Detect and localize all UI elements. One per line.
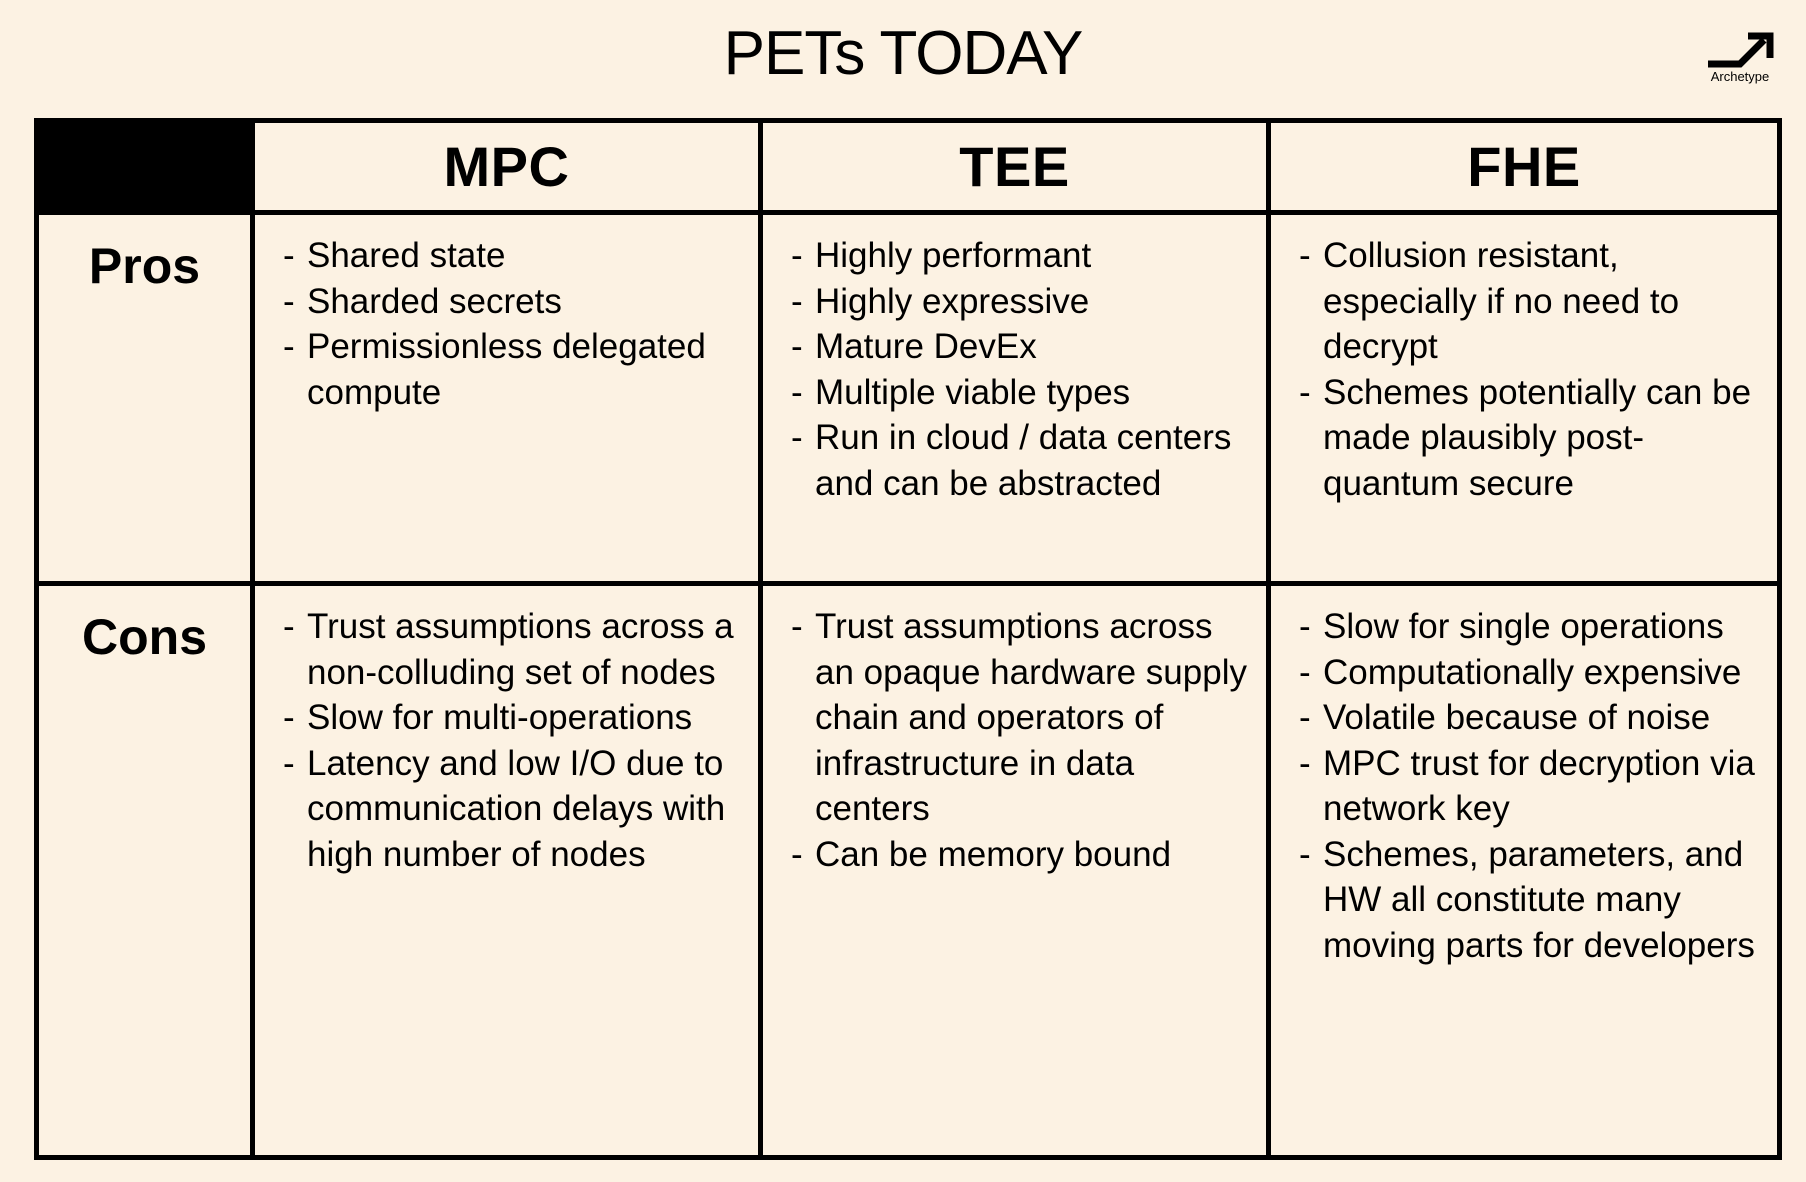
list-item: Slow for multi-operations bbox=[283, 695, 748, 741]
list-item: Highly performant bbox=[791, 233, 1256, 279]
bullet-list: Slow for single operations Computational… bbox=[1299, 604, 1767, 968]
list-item: Computationally expensive bbox=[1299, 650, 1767, 696]
list-item: Latency and low I/O due to communication… bbox=[283, 741, 748, 878]
list-item: Permissionless delegated compute bbox=[283, 324, 748, 415]
list-item: Trust assumptions across an opaque hardw… bbox=[791, 604, 1256, 832]
list-item: Collusion resistant, especially if no ne… bbox=[1299, 233, 1767, 370]
cell-cons-fhe: Slow for single operations Computational… bbox=[1271, 586, 1777, 1155]
bullet-list: Highly performant Highly expressive Matu… bbox=[791, 233, 1256, 506]
cell-pros-tee: Highly performant Highly expressive Matu… bbox=[763, 215, 1271, 586]
column-header-tee: TEE bbox=[763, 123, 1271, 215]
list-item: Shared state bbox=[283, 233, 748, 279]
list-item: Highly expressive bbox=[791, 279, 1256, 325]
row-header-cons: Cons bbox=[39, 586, 255, 1155]
list-item: MPC trust for decryption via network key bbox=[1299, 741, 1767, 832]
cell-cons-mpc: Trust assumptions across a non-colluding… bbox=[255, 586, 763, 1155]
table-corner bbox=[39, 123, 255, 215]
list-item: Mature DevEx bbox=[791, 324, 1256, 370]
page-title: PETs TODAY bbox=[723, 19, 1084, 88]
cell-pros-mpc: Shared state Sharded secrets Permissionl… bbox=[255, 215, 763, 586]
list-item: Can be memory bound bbox=[791, 832, 1256, 878]
column-header-fhe: FHE bbox=[1271, 123, 1777, 215]
arrow-up-right-icon bbox=[1708, 32, 1774, 68]
list-item: Trust assumptions across a non-colluding… bbox=[283, 604, 748, 695]
list-item: Multiple viable types bbox=[791, 370, 1256, 416]
bullet-list: Trust assumptions across an opaque hardw… bbox=[791, 604, 1256, 877]
bullet-list: Collusion resistant, especially if no ne… bbox=[1299, 233, 1767, 506]
list-item: Slow for single operations bbox=[1299, 604, 1767, 650]
logo-text: Archetype bbox=[1710, 69, 1770, 84]
comparison-table: MPC TEE FHE Pros Shared state Sharded se… bbox=[34, 118, 1782, 1160]
list-item: Run in cloud / data centers and can be a… bbox=[791, 415, 1256, 506]
archetype-logo: Archetype bbox=[1700, 30, 1780, 86]
column-header-mpc: MPC bbox=[255, 123, 763, 215]
bullet-list: Shared state Sharded secrets Permissionl… bbox=[283, 233, 748, 415]
cell-pros-fhe: Collusion resistant, especially if no ne… bbox=[1271, 215, 1777, 586]
list-item: Volatile because of noise bbox=[1299, 695, 1767, 741]
cell-cons-tee: Trust assumptions across an opaque hardw… bbox=[763, 586, 1271, 1155]
bullet-list: Trust assumptions across a non-colluding… bbox=[283, 604, 748, 877]
list-item: Sharded secrets bbox=[283, 279, 748, 325]
list-item: Schemes, parameters, and HW all constitu… bbox=[1299, 832, 1767, 969]
list-item: Schemes potentially can be made plausibl… bbox=[1299, 370, 1767, 507]
row-header-pros: Pros bbox=[39, 215, 255, 586]
